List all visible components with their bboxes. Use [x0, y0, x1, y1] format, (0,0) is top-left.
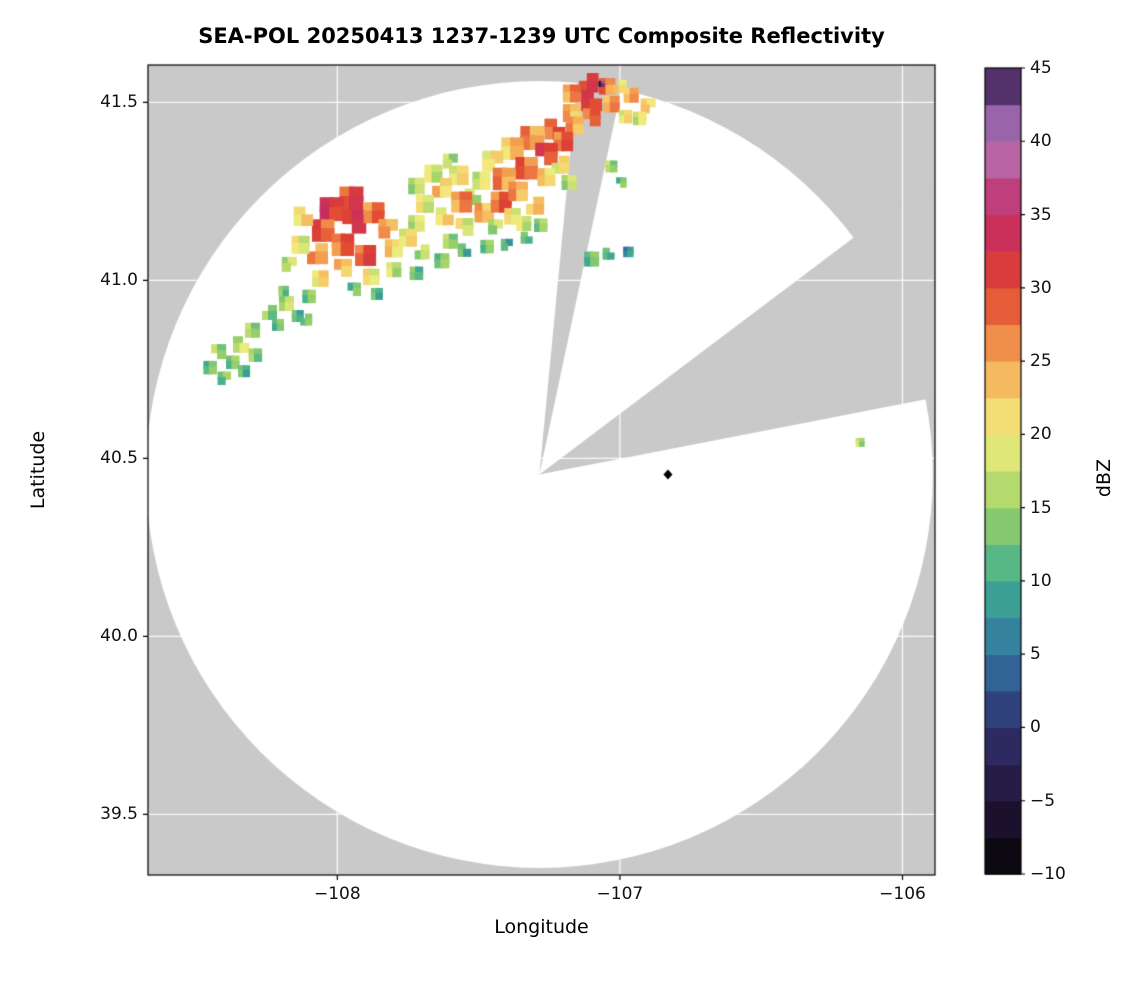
x-tick-label: −106 — [879, 884, 926, 904]
colorbar-tick-label: 15 — [1030, 497, 1052, 518]
y-tick-label: 41.5 — [100, 92, 138, 113]
y-axis-label: Latitude — [27, 430, 49, 510]
x-axis-label: Longitude — [494, 916, 589, 938]
y-tick-label: 40.0 — [100, 626, 138, 647]
chart-title: SEA-POL 20250413 1237-1239 UTC Composite… — [198, 24, 885, 48]
y-tick-label: 41.0 — [100, 270, 138, 291]
colorbar-tick-label: 10 — [1030, 570, 1052, 591]
y-tick-label: 39.5 — [100, 804, 138, 825]
y-tick-label: 40.5 — [100, 448, 138, 469]
colorbar-tick-label: 45 — [1030, 58, 1052, 78]
colorbar-tick-label: 20 — [1030, 424, 1052, 445]
colorbar-tick-label: 35 — [1030, 204, 1052, 225]
colorbar-tick-label: −5 — [1030, 790, 1056, 811]
colorbar-tick-label: −10 — [1030, 864, 1066, 884]
colorbar-label: dBZ — [1093, 458, 1115, 498]
x-tick-label: −108 — [313, 884, 361, 904]
x-tick-label: −107 — [596, 884, 644, 904]
colorbar-tick-label: 40 — [1030, 131, 1052, 152]
colorbar-tick-label: 30 — [1030, 277, 1052, 298]
colorbar-tick-label: 5 — [1030, 644, 1041, 665]
colorbar-tick-label: 25 — [1030, 351, 1052, 372]
colorbar-tick-label: 0 — [1030, 717, 1041, 738]
